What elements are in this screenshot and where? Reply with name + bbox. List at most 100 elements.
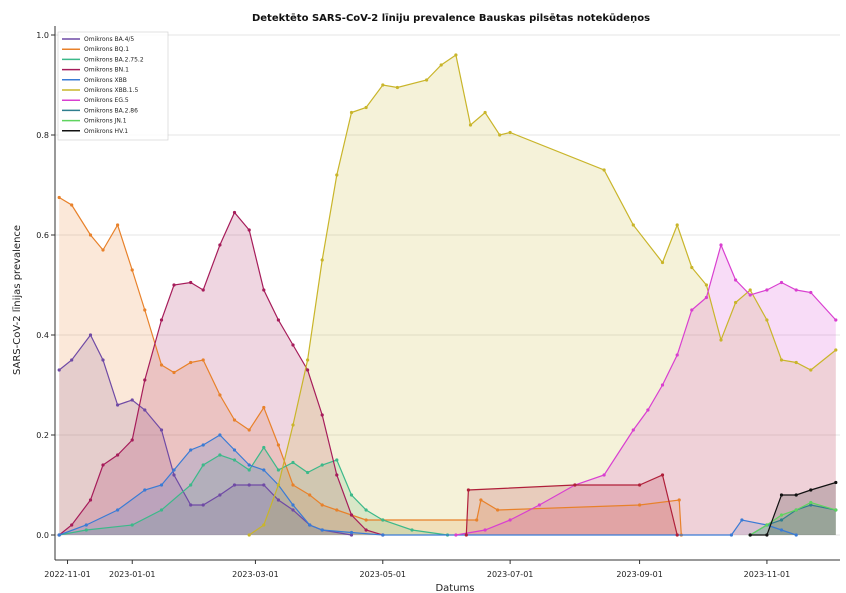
point-series-1-6 xyxy=(143,308,147,312)
line-series-10 xyxy=(465,474,678,536)
point-series-1-23 xyxy=(475,518,479,522)
point-series-2-3 xyxy=(159,508,164,512)
legend-label-1: Omikrons BQ.1 xyxy=(84,46,129,53)
point-series-3-5 xyxy=(130,438,134,442)
point-series-7-4 xyxy=(809,503,813,507)
line-series-0 xyxy=(58,333,352,536)
point-series-1-16 xyxy=(291,483,295,487)
point-series-4-1 xyxy=(84,523,88,527)
point-series-1-11 xyxy=(218,393,222,397)
point-series-0-15 xyxy=(276,498,280,502)
point-series-9-3 xyxy=(794,493,798,497)
point-series-1-5 xyxy=(130,268,134,272)
point-series-10-2 xyxy=(573,483,577,487)
point-series-0-9 xyxy=(189,503,193,507)
point-series-5-3 xyxy=(291,423,295,427)
point-series-9-0 xyxy=(748,533,752,537)
point-series-6-6 xyxy=(631,428,635,432)
series-areas xyxy=(59,55,836,535)
point-series-3-10 xyxy=(201,288,205,292)
legend-label-8: Omikrons JN.1 xyxy=(84,118,127,125)
point-series-1-27 xyxy=(677,498,681,502)
point-series-8-3 xyxy=(794,508,798,512)
x-tick-label-4: 2023-07-01 xyxy=(487,570,534,579)
point-series-0-14 xyxy=(262,483,266,487)
y-tick-label-5: 1.0 xyxy=(36,31,49,40)
point-series-4-16 xyxy=(349,530,354,535)
point-series-3-7 xyxy=(159,318,164,322)
point-series-5-31 xyxy=(834,348,838,352)
area-series-6 xyxy=(455,245,836,535)
point-series-6-8 xyxy=(660,383,665,387)
point-series-4-19 xyxy=(740,518,744,522)
point-series-5-16 xyxy=(498,133,502,137)
point-series-0-6 xyxy=(143,408,147,412)
point-series-5-24 xyxy=(719,338,723,342)
point-series-1-0 xyxy=(57,195,61,200)
point-series-10-1 xyxy=(466,488,470,492)
point-series-5-26 xyxy=(748,288,752,292)
point-series-3-15 xyxy=(276,318,280,322)
point-series-7-2 xyxy=(779,518,784,522)
point-series-3-2 xyxy=(88,498,93,502)
y-tick-label-2: 0.4 xyxy=(36,331,49,340)
point-series-1-26 xyxy=(638,503,642,507)
x-axis-title: Datums xyxy=(435,583,474,593)
area-series-5 xyxy=(249,55,836,535)
area-series-4 xyxy=(59,435,797,535)
point-series-4-10 xyxy=(247,463,251,467)
point-series-1-18 xyxy=(320,503,324,507)
x-tick-label-6: 2023-11-01 xyxy=(744,570,791,579)
y-axis-title: SARS-CoV-2 līnijas prevalence xyxy=(12,225,23,375)
point-series-6-5 xyxy=(602,473,606,477)
point-series-6-17 xyxy=(794,288,798,292)
point-series-4-2 xyxy=(116,508,120,512)
point-series-3-11 xyxy=(218,243,222,247)
point-series-2-2 xyxy=(130,523,134,527)
legend-label-5: Omikrons XBB.1.5 xyxy=(84,87,139,94)
legend-label-0: Omikrons BA.4/5 xyxy=(84,36,134,43)
point-series-4-6 xyxy=(189,448,193,452)
point-series-4-17 xyxy=(381,533,385,537)
point-series-5-28 xyxy=(779,358,784,362)
point-series-4-5 xyxy=(172,468,176,472)
point-series-3-8 xyxy=(172,283,176,287)
point-series-0-10 xyxy=(201,503,205,507)
point-series-5-25 xyxy=(734,300,738,305)
point-series-5-30 xyxy=(809,368,813,372)
point-series-1-17 xyxy=(308,493,312,497)
point-series-4-4 xyxy=(159,483,164,487)
point-series-2-9 xyxy=(262,445,266,450)
point-series-8-1 xyxy=(765,523,769,527)
point-series-6-16 xyxy=(779,280,784,285)
point-series-10-5 xyxy=(675,533,679,537)
point-series-4-13 xyxy=(291,503,295,507)
point-series-3-14 xyxy=(262,288,266,292)
x-tick-label-5: 2023-09-01 xyxy=(616,570,663,579)
point-series-5-6 xyxy=(335,173,339,177)
point-series-2-1 xyxy=(84,528,88,532)
point-series-3-9 xyxy=(189,280,193,285)
point-series-3-20 xyxy=(349,513,354,517)
point-series-5-5 xyxy=(320,258,324,262)
x-tick-label-1: 2023-01-01 xyxy=(109,570,156,579)
point-series-1-10 xyxy=(201,358,205,362)
point-series-3-21 xyxy=(364,528,368,532)
point-series-3-16 xyxy=(291,343,295,347)
point-series-0-3 xyxy=(101,358,105,362)
point-series-5-29 xyxy=(794,360,798,365)
legend: Omikrons BA.4/5 Omikrons BQ.1 Omikrons BA.… xyxy=(57,31,169,141)
point-series-0-2 xyxy=(88,333,93,337)
point-series-8-4 xyxy=(809,500,813,505)
point-series-1-3 xyxy=(101,248,105,252)
point-series-1-15 xyxy=(276,443,280,447)
y-tick-label-1: 0.2 xyxy=(36,431,49,440)
point-series-2-14 xyxy=(335,458,339,462)
point-series-3-19 xyxy=(335,473,339,477)
point-series-4-3 xyxy=(143,488,147,492)
point-series-2-18 xyxy=(410,528,414,532)
legend-label-4: Omikrons XBB xyxy=(84,77,127,84)
line-series-2 xyxy=(59,446,448,536)
point-series-0-4 xyxy=(116,403,120,407)
